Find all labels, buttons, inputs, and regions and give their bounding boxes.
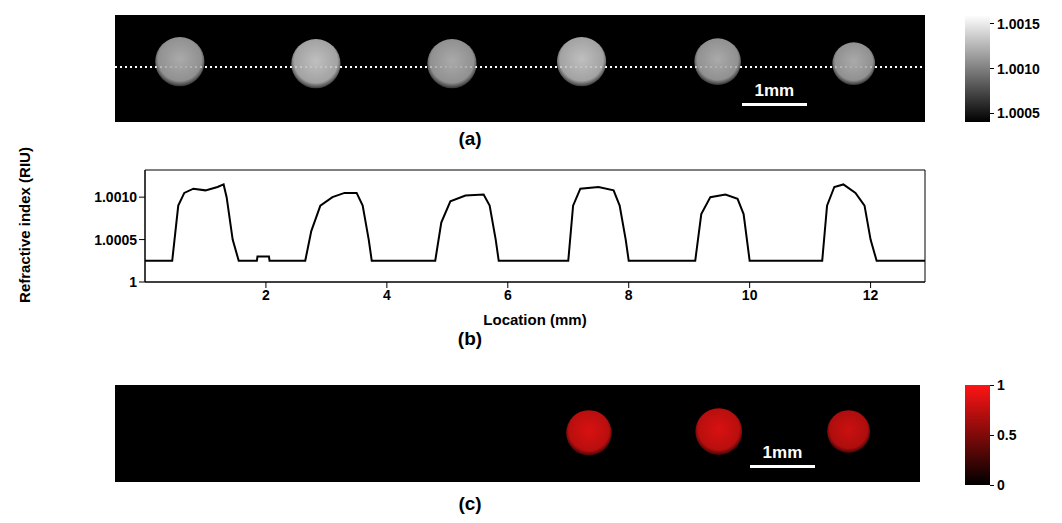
svg-text:2: 2 bbox=[262, 287, 270, 303]
html-text:0: 0 bbox=[997, 477, 1005, 493]
svg-text:12: 12 bbox=[863, 287, 879, 303]
html-text:(a): (a) bbox=[458, 128, 482, 149]
html-text:1: 1 bbox=[997, 377, 1005, 393]
html-text:1.0005: 1.0005 bbox=[997, 105, 1040, 122]
html-text:0.5: 0.5 bbox=[997, 427, 1017, 443]
svg-text:Location (mm): Location (mm) bbox=[483, 311, 586, 328]
svg-text:1.0005: 1.0005 bbox=[94, 232, 137, 248]
svg-text:1.0010: 1.0010 bbox=[94, 189, 137, 205]
html-text:1.0010: 1.0010 bbox=[997, 60, 1040, 77]
html-text:Refractive index (RIU): Refractive index (RIU) bbox=[15, 147, 33, 303]
html-text:(c): (c) bbox=[458, 493, 482, 514]
html-text:1.0015: 1.0015 bbox=[997, 15, 1040, 32]
html-text:1mm: 1mm bbox=[754, 81, 795, 100]
svg-text:4: 4 bbox=[383, 287, 391, 303]
html-text:(b): (b) bbox=[457, 328, 483, 349]
svg-text:6: 6 bbox=[504, 287, 512, 303]
svg-text:1: 1 bbox=[129, 274, 137, 290]
svg-text:10: 10 bbox=[742, 287, 758, 303]
svg-text:8: 8 bbox=[625, 287, 633, 303]
html-text:1mm: 1mm bbox=[762, 443, 803, 462]
